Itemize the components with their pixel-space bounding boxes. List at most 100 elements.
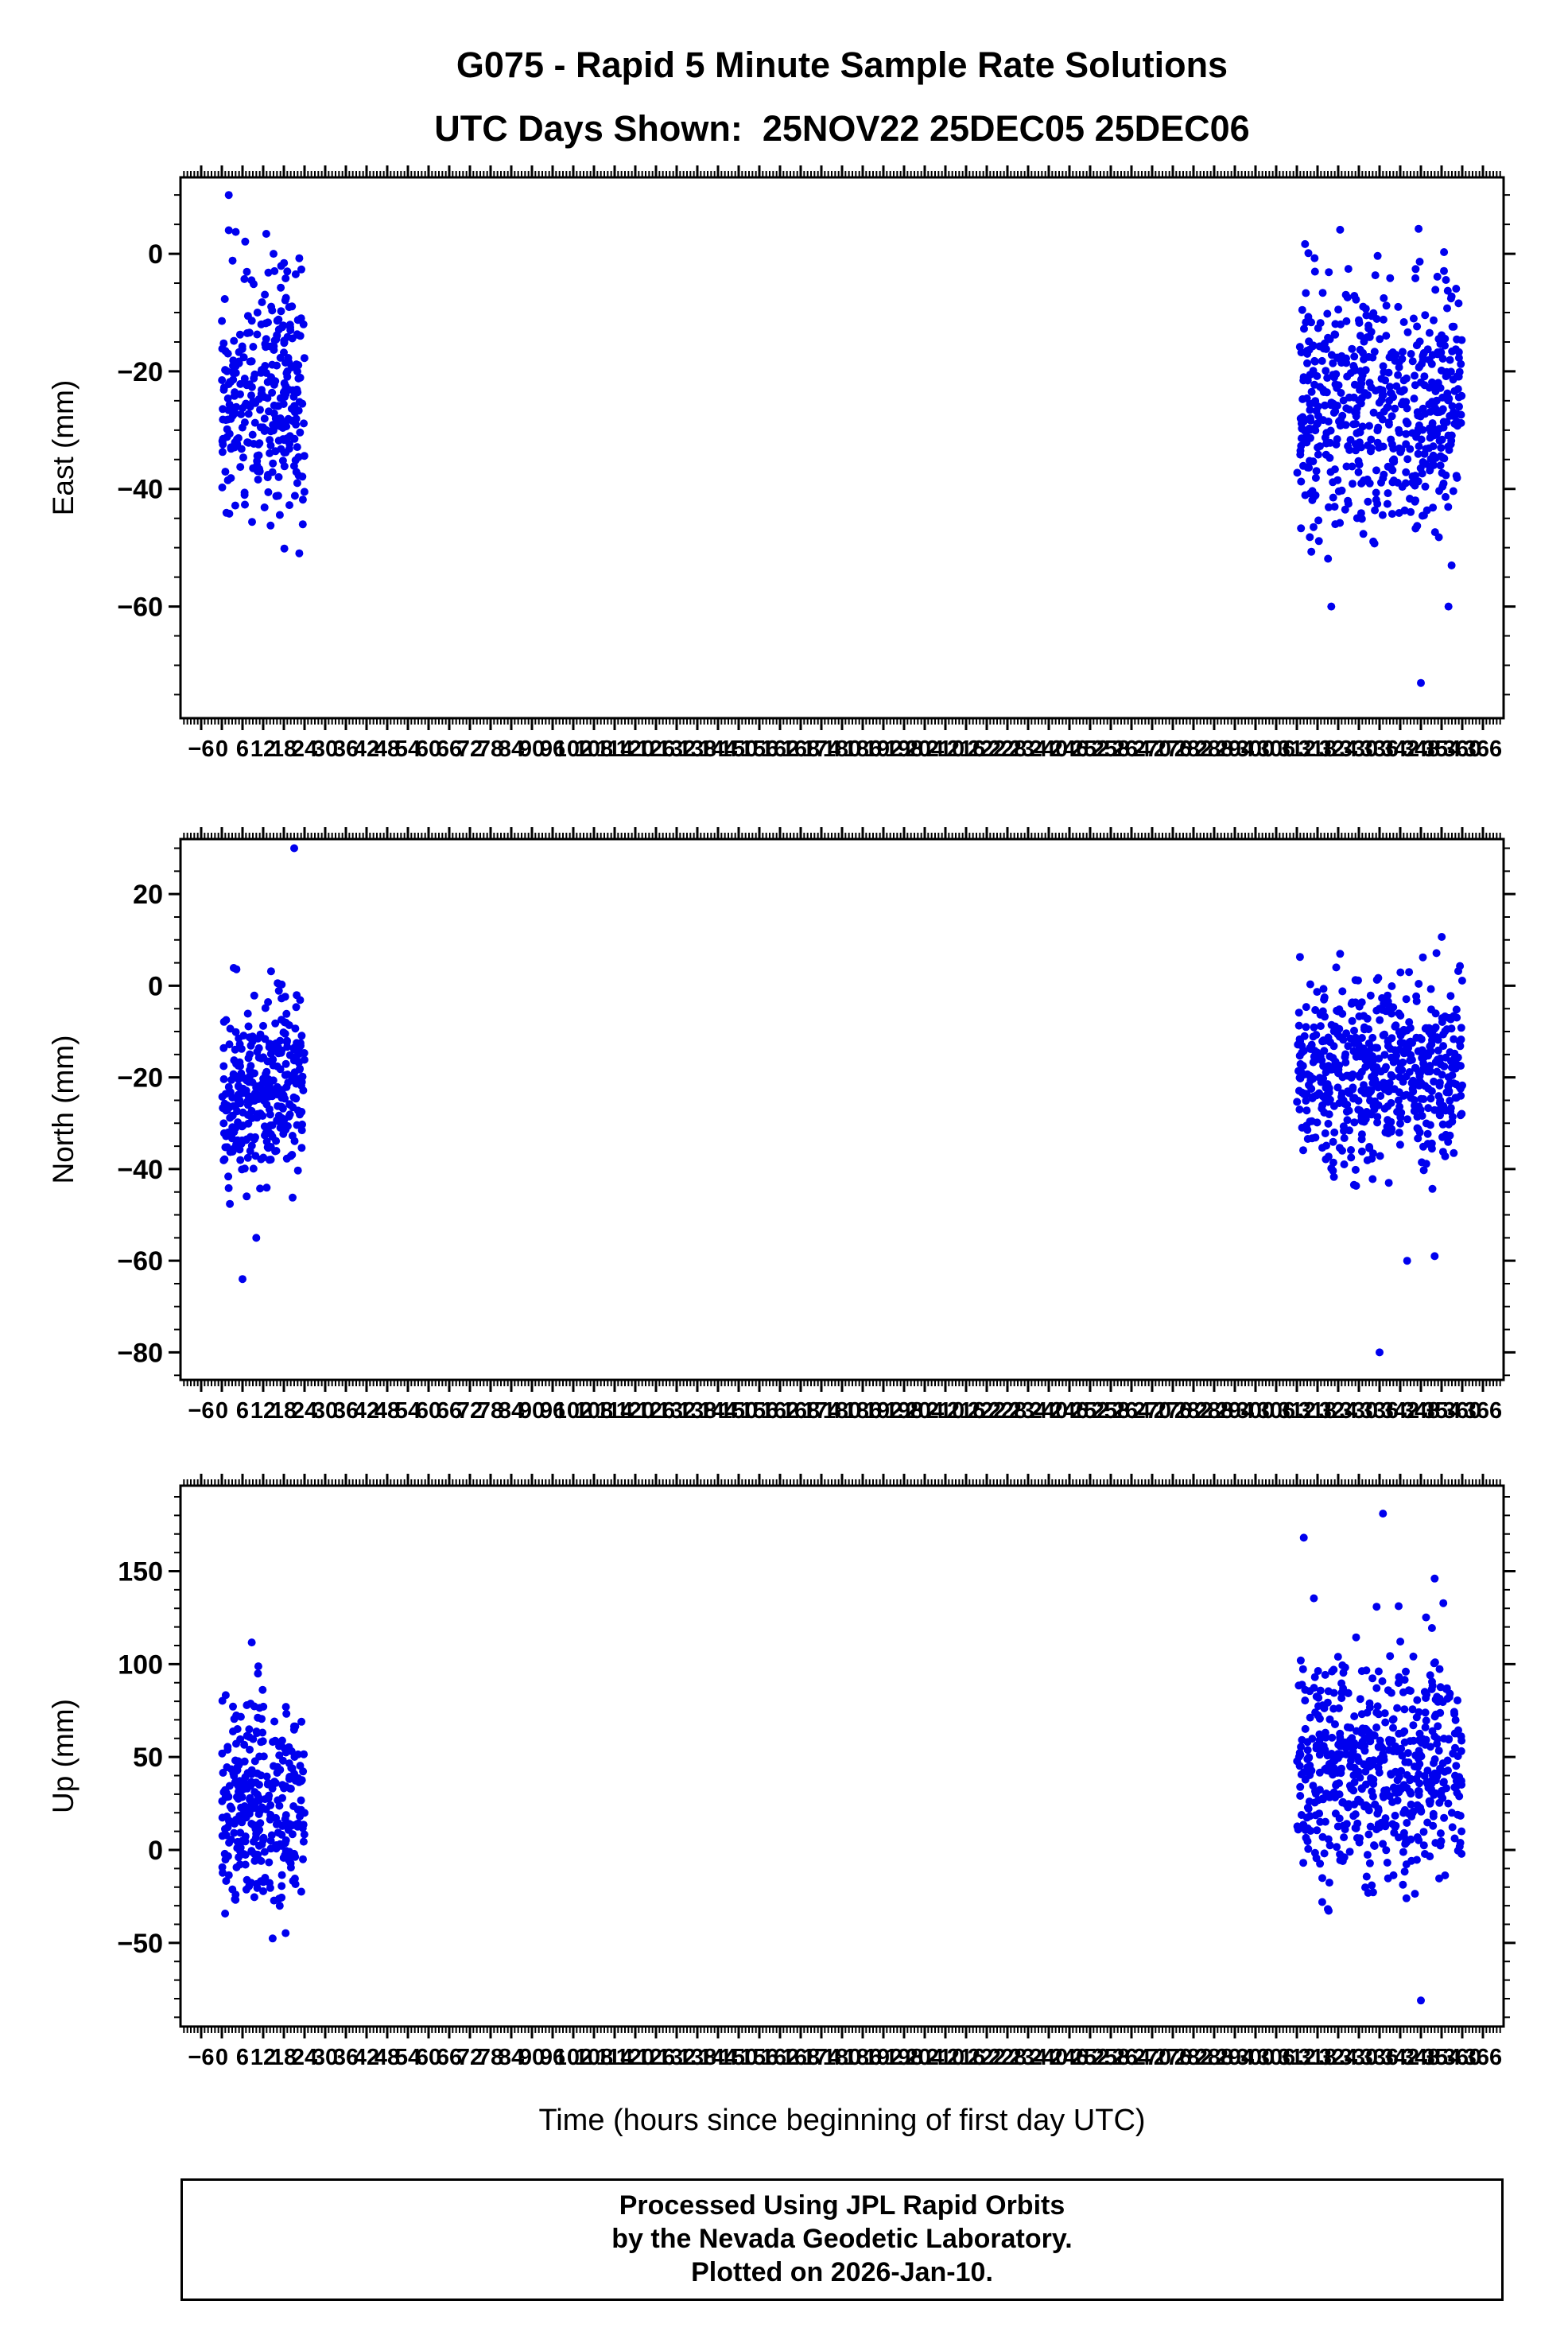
svg-text:192: 192 [864,1398,902,1424]
svg-text:−60: −60 [117,1246,163,1277]
svg-text:210: 210 [926,736,964,762]
svg-text:198: 198 [885,1398,923,1424]
data-points [218,191,1466,687]
svg-text:258: 258 [1092,736,1130,762]
svg-text:24: 24 [292,2045,317,2070]
svg-text:6: 6 [236,2045,249,2070]
svg-text:294: 294 [1216,1398,1254,1424]
svg-text:24: 24 [292,1398,317,1424]
svg-text:108: 108 [575,736,613,762]
svg-text:150: 150 [720,2045,758,2070]
plot-frame [179,1484,1505,2028]
svg-text:204: 204 [906,1398,944,1424]
svg-text:246: 246 [1050,736,1089,762]
svg-text:258: 258 [1092,1398,1130,1424]
svg-text:306: 306 [1257,1398,1295,1424]
svg-text:264: 264 [1112,736,1151,762]
x-tick-labels: −6 0 6 121824303642485460667278849096102108… [188,2045,1502,2070]
svg-text:282: 282 [1174,2045,1213,2070]
svg-text:192: 192 [864,736,902,762]
svg-text:294: 294 [1216,2045,1254,2070]
svg-text:120: 120 [616,736,654,762]
svg-text:174: 174 [802,736,840,762]
svg-text:0: 0 [215,736,228,762]
svg-text:132: 132 [658,2045,696,2070]
svg-text:−6: −6 [188,736,214,762]
svg-text:102: 102 [554,736,592,762]
svg-text:318: 318 [1298,1398,1337,1424]
svg-text:48: 48 [375,1398,400,1424]
svg-text:336: 336 [1360,2045,1399,2070]
svg-text:348: 348 [1402,1398,1440,1424]
svg-text:336: 336 [1360,1398,1399,1424]
svg-text:354: 354 [1422,736,1461,762]
svg-text:66: 66 [437,736,462,762]
svg-text:−50: −50 [117,1929,163,1959]
svg-text:114: 114 [596,1398,634,1424]
svg-text:132: 132 [658,1398,696,1424]
svg-text:138: 138 [678,1398,716,1424]
svg-text:240: 240 [1030,1398,1068,1424]
svg-text:156: 156 [740,2045,778,2070]
svg-text:168: 168 [782,1398,820,1424]
svg-text:342: 342 [1381,2045,1419,2070]
svg-text:78: 78 [478,736,503,762]
svg-text:324: 324 [1319,1398,1357,1424]
svg-text:252: 252 [1071,736,1109,762]
svg-text:228: 228 [988,736,1027,762]
y-tick-labels: 150 100 50 0 −50 [117,1557,163,1959]
svg-text:276: 276 [1154,2045,1192,2070]
svg-text:222: 222 [968,2045,1006,2070]
svg-text:60: 60 [416,736,441,762]
svg-text:360: 360 [1443,1398,1481,1424]
svg-text:342: 342 [1381,736,1419,762]
svg-text:270: 270 [1133,1398,1171,1424]
svg-text:6: 6 [236,736,249,762]
svg-text:0: 0 [215,1398,228,1424]
svg-text:198: 198 [885,2045,923,2070]
svg-text:228: 228 [988,2045,1027,2070]
svg-text:30: 30 [312,1398,338,1424]
svg-text:252: 252 [1071,1398,1109,1424]
svg-text:186: 186 [844,736,882,762]
svg-text:60: 60 [416,1398,441,1424]
data-points [218,1510,1466,2005]
svg-text:246: 246 [1050,2045,1089,2070]
svg-text:324: 324 [1319,736,1357,762]
svg-text:366: 366 [1464,2045,1502,2070]
svg-text:186: 186 [844,1398,882,1424]
svg-text:306: 306 [1257,2045,1295,2070]
svg-text:216: 216 [947,736,985,762]
footer-line-3: Plotted on 2026-Jan-10. [691,2257,993,2287]
svg-text:168: 168 [782,736,820,762]
svg-text:78: 78 [478,2045,503,2070]
svg-text:294: 294 [1216,736,1254,762]
svg-text:0: 0 [148,1836,163,1866]
svg-text:234: 234 [1009,736,1047,762]
scatter-panel-north: −6 0 6 121824303642485460667278849096102108… [117,827,1516,1424]
svg-text:162: 162 [761,2045,799,2070]
svg-text:54: 54 [395,2045,421,2070]
svg-text:108: 108 [575,2045,613,2070]
svg-text:24: 24 [292,736,317,762]
svg-text:162: 162 [761,736,799,762]
svg-text:102: 102 [554,1398,592,1424]
svg-text:12: 12 [250,2045,276,2070]
svg-text:168: 168 [782,2045,820,2070]
svg-text:100: 100 [118,1650,163,1680]
x-tick-labels: −6 0 6 121824303642485460667278849096102108… [188,736,1502,762]
svg-text:78: 78 [478,1398,503,1424]
svg-text:330: 330 [1340,736,1378,762]
svg-text:−80: −80 [117,1338,163,1368]
svg-text:36: 36 [333,2045,359,2070]
svg-text:270: 270 [1133,736,1171,762]
svg-text:0: 0 [148,239,163,270]
svg-text:132: 132 [658,736,696,762]
svg-text:210: 210 [926,1398,964,1424]
svg-text:120: 120 [616,1398,654,1424]
svg-text:240: 240 [1030,736,1068,762]
svg-text:312: 312 [1278,1398,1316,1424]
svg-text:96: 96 [540,2045,565,2070]
svg-text:96: 96 [540,1398,565,1424]
svg-text:−40: −40 [117,1155,163,1185]
